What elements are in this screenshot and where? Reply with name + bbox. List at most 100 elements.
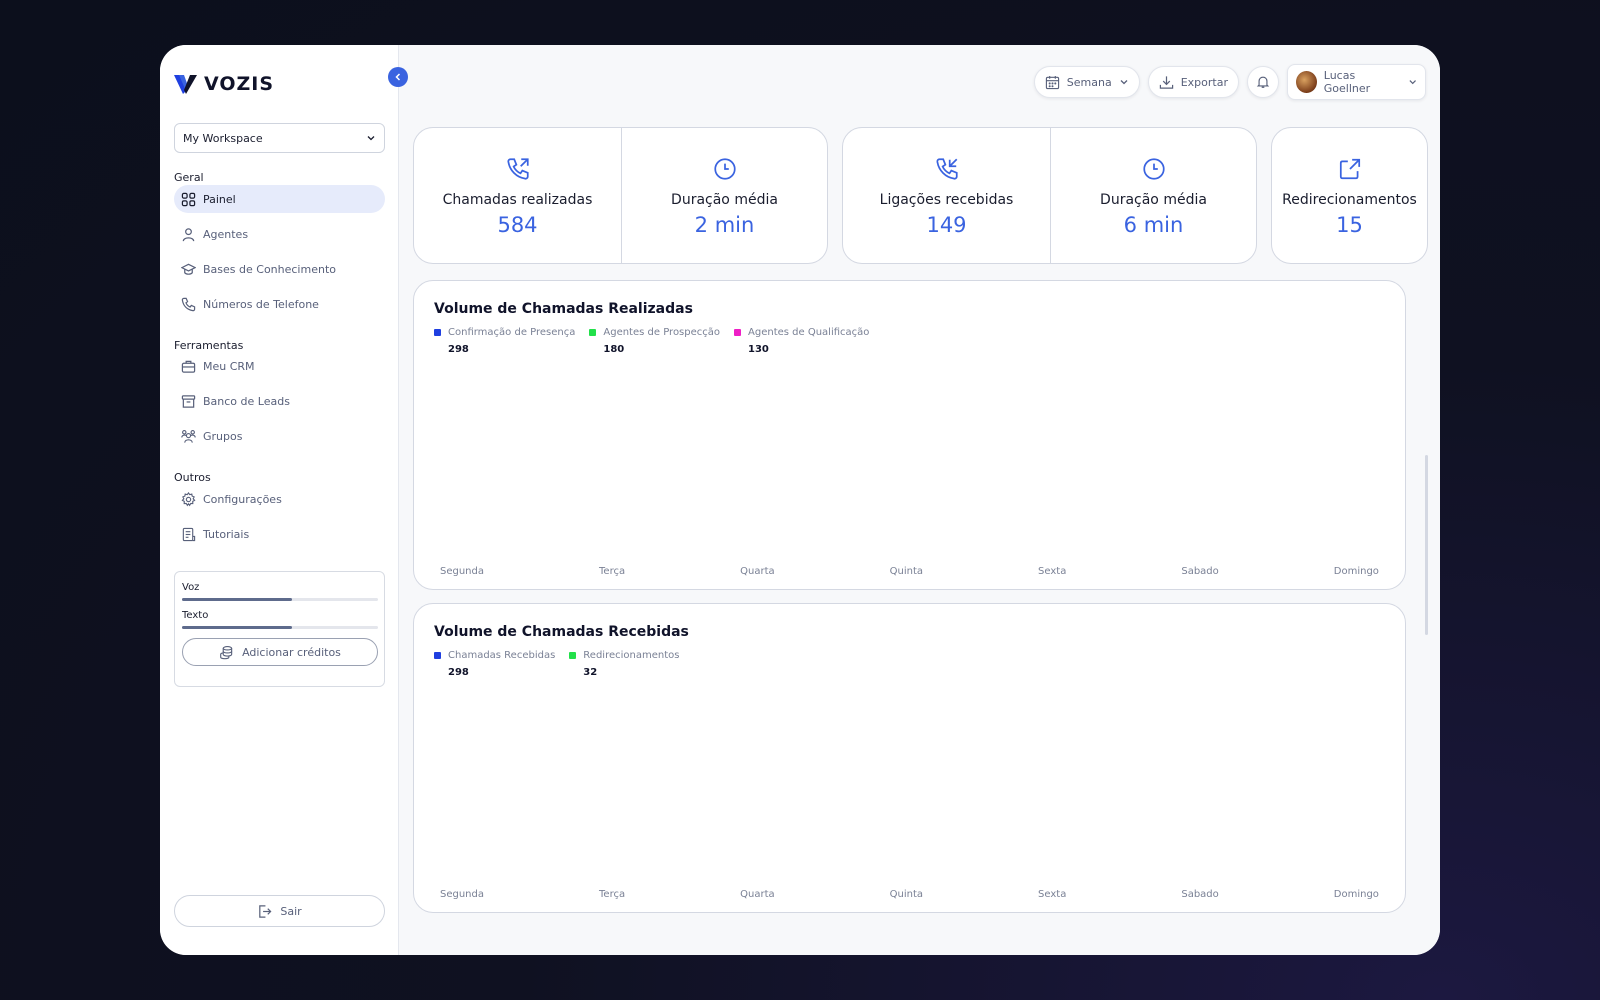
sidebar-item-label: Meu CRM bbox=[203, 359, 255, 373]
clock-icon bbox=[1142, 158, 1165, 180]
x-tick-label: Sabado bbox=[1181, 566, 1219, 577]
users-icon bbox=[181, 429, 196, 443]
legend-value: 298 bbox=[448, 667, 469, 678]
notifications-button[interactable] bbox=[1247, 66, 1279, 98]
user-icon bbox=[182, 227, 195, 241]
legend-swatch bbox=[434, 652, 441, 659]
section-label-outros: Outros bbox=[174, 471, 211, 484]
chart-title: Volume de Chamadas Realizadas bbox=[434, 301, 693, 317]
chart-legend: Confirmação de Presença 298 Agentes de P… bbox=[434, 327, 869, 355]
sidebar-item-banco-de-leads[interactable]: Banco de Leads bbox=[174, 387, 385, 415]
legend-item[interactable]: Agentes de Qualificação 130 bbox=[734, 327, 869, 355]
x-tick-label: Sexta bbox=[1038, 889, 1067, 900]
x-tick-label: Sexta bbox=[1038, 566, 1067, 577]
chart-legend: Chamadas Recebidas 298 Redirecionamentos… bbox=[434, 650, 679, 678]
chevron-down-icon bbox=[1120, 80, 1128, 85]
legend-swatch bbox=[434, 329, 441, 336]
x-tick-label: Quarta bbox=[740, 566, 775, 577]
user-menu[interactable]: Lucas Goellner bbox=[1287, 64, 1426, 100]
legend-value: 298 bbox=[448, 344, 469, 355]
x-tick-label: Quarta bbox=[740, 889, 775, 900]
sidebar-item-label: Tutoriais bbox=[203, 527, 250, 541]
sidebar-item-grupos[interactable]: Grupos bbox=[174, 422, 385, 450]
x-tick-label: Segunda bbox=[440, 566, 484, 577]
legend-item[interactable]: Confirmação de Presença 298 bbox=[434, 327, 575, 355]
legend-swatch bbox=[589, 329, 597, 336]
stat-value: 15 bbox=[1336, 213, 1363, 237]
voice-credit-bar bbox=[182, 598, 378, 601]
sidebar-item-agentes[interactable]: Agentes bbox=[174, 220, 385, 248]
main-scrollbar[interactable] bbox=[1425, 455, 1428, 635]
stat-value: 149 bbox=[926, 213, 967, 237]
chart-calls-made: Volume de Chamadas Realizadas Confirmaçã… bbox=[413, 280, 1406, 590]
legend-label: Chamadas Recebidas bbox=[448, 650, 556, 661]
legend-item[interactable]: Agentes de Prospecção 180 bbox=[589, 327, 720, 355]
sidebar-item-label: Números de Telefone bbox=[203, 297, 319, 311]
sidebar-item-bases-de-conhecimento[interactable]: Bases de Conhecimento bbox=[174, 255, 385, 283]
chevron-down-icon bbox=[1409, 80, 1416, 85]
period-select[interactable]: Semana bbox=[1033, 66, 1140, 98]
document-icon bbox=[182, 527, 196, 541]
stat-label: Redirecionamentos bbox=[1282, 192, 1417, 208]
logout-icon bbox=[259, 904, 272, 918]
legend-value: 130 bbox=[748, 344, 769, 355]
sidebar-item-label: Banco de Leads bbox=[203, 394, 290, 408]
brand-logo[interactable]: VOZIS bbox=[174, 73, 274, 95]
workspace-select-value: My Workspace bbox=[183, 131, 263, 145]
collapse-sidebar-button[interactable] bbox=[388, 67, 408, 87]
add-credits-label: Adicionar créditos bbox=[242, 645, 341, 659]
export-label: Exportar bbox=[1180, 75, 1228, 89]
grid-icon bbox=[181, 192, 196, 206]
logout-button[interactable]: Sair bbox=[174, 895, 385, 927]
phone-incoming-icon bbox=[935, 158, 958, 180]
sidebar-item-label: Agentes bbox=[203, 227, 249, 241]
legend-item[interactable]: Redirecionamentos 32 bbox=[569, 650, 679, 678]
phone-icon bbox=[181, 297, 196, 311]
stat-label: Duração média bbox=[671, 192, 778, 208]
chart-calls-received: Volume de Chamadas Recebidas Chamadas Re… bbox=[413, 603, 1406, 913]
bell-icon bbox=[1256, 76, 1270, 88]
chevron-down-icon bbox=[367, 136, 375, 141]
sidebar-item-tutoriais[interactable]: Tutoriais bbox=[174, 520, 385, 548]
phone-outgoing-icon bbox=[506, 158, 529, 180]
add-credits-button[interactable]: Adicionar créditos bbox=[182, 638, 378, 666]
sidebar-item-label: Painel bbox=[203, 192, 236, 206]
sidebar-item-numeros-de-telefone[interactable]: Números de Telefone bbox=[174, 290, 385, 318]
sidebar: VOZIS My Workspace Geral Painel Agentes … bbox=[160, 45, 399, 955]
graduation-cap-icon bbox=[181, 263, 196, 275]
text-credit-bar bbox=[182, 626, 378, 629]
sidebar-item-painel[interactable]: Painel bbox=[174, 185, 385, 213]
clock-icon bbox=[713, 158, 736, 180]
x-axis: Segunda Terça Quarta Quinta Sexta Sabado… bbox=[440, 889, 1379, 900]
app-window: VOZIS My Workspace Geral Painel Agentes … bbox=[160, 45, 1440, 955]
vozis-logo-icon bbox=[174, 75, 197, 94]
stat-card-redirects: Redirecionamentos 15 bbox=[1272, 128, 1427, 263]
x-tick-label: Quinta bbox=[889, 889, 924, 900]
legend-label: Agentes de Qualificação bbox=[748, 327, 870, 338]
credits-panel: Voz Texto Adicionar créditos bbox=[174, 571, 385, 687]
stat-label: Duração média bbox=[1100, 192, 1207, 208]
x-tick-label: Domingo bbox=[1333, 566, 1379, 577]
x-tick-label: Terça bbox=[599, 889, 626, 900]
export-button[interactable]: Exportar bbox=[1147, 66, 1239, 98]
workspace-select[interactable]: My Workspace bbox=[174, 123, 385, 153]
share-icon bbox=[1339, 158, 1360, 180]
brand-name: VOZIS bbox=[204, 73, 275, 95]
main-content: Semana Exportar Lucas Goellner bbox=[399, 45, 1440, 955]
stat-label: Ligações recebidas bbox=[879, 192, 1014, 208]
legend-label: Redirecionamentos bbox=[583, 650, 680, 661]
x-tick-label: Domingo bbox=[1333, 889, 1379, 900]
sidebar-item-meu-crm[interactable]: Meu CRM bbox=[174, 352, 385, 380]
chevron-left-icon bbox=[395, 73, 401, 81]
legend-swatch bbox=[734, 329, 742, 336]
x-tick-label: Segunda bbox=[440, 889, 484, 900]
stat-card-avg-duration-incoming: Duração média 6 min bbox=[1050, 128, 1256, 263]
period-select-value: Semana bbox=[1066, 75, 1112, 89]
legend-item[interactable]: Chamadas Recebidas 298 bbox=[434, 650, 555, 678]
stats-group-outgoing: Chamadas realizadas 584 Duração média 2 … bbox=[413, 127, 828, 264]
section-label-geral: Geral bbox=[174, 171, 204, 184]
stat-value: 2 min bbox=[694, 213, 755, 237]
sidebar-item-configuracoes[interactable]: Configurações bbox=[174, 485, 385, 513]
briefcase-icon bbox=[181, 360, 196, 373]
section-label-ferramentas: Ferramentas bbox=[174, 339, 244, 352]
